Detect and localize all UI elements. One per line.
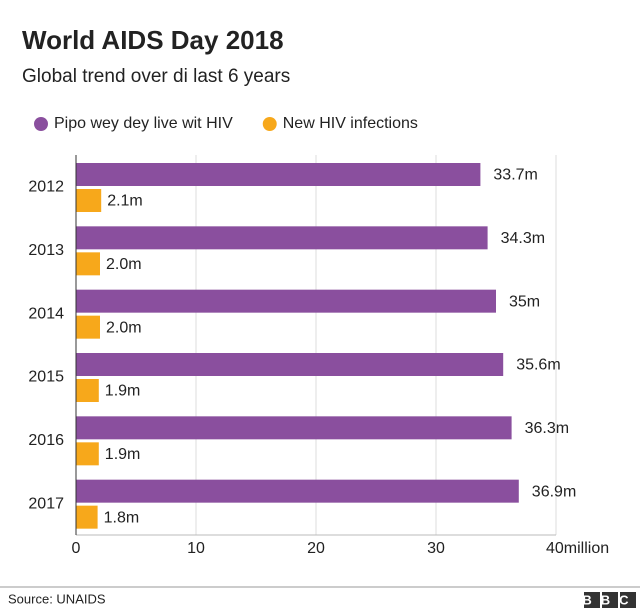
x-tick-label: 0 xyxy=(72,540,81,557)
legend-label: New HIV infections xyxy=(283,115,418,132)
x-tick-label: 20 xyxy=(307,540,325,557)
value-label: 36.9m xyxy=(532,483,576,500)
value-label: 33.7m xyxy=(493,167,537,184)
legend-swatch xyxy=(34,117,48,131)
legend-label: Pipo wey dey live wit HIV xyxy=(54,115,233,132)
y-tick-label: 2015 xyxy=(28,369,64,386)
x-tick-label: 40million xyxy=(546,540,609,557)
value-label: 1.9m xyxy=(105,446,141,463)
chart-title: World AIDS Day 2018 xyxy=(22,25,284,55)
value-label: 1.8m xyxy=(104,509,140,526)
bar xyxy=(76,315,100,339)
value-label: 1.9m xyxy=(105,383,141,400)
bar xyxy=(76,442,99,466)
value-label: 35m xyxy=(509,293,540,310)
logo-boxes xyxy=(584,592,636,608)
bar xyxy=(76,505,98,529)
value-label: 2.0m xyxy=(106,319,142,336)
bar xyxy=(76,479,519,503)
legend-swatch xyxy=(262,117,277,131)
value-label: 2.1m xyxy=(107,193,143,210)
y-tick-label: 2014 xyxy=(28,305,64,322)
bar xyxy=(76,416,512,440)
chart-subtitle: Global trend over di last 6 years xyxy=(22,66,290,87)
value-label: 34.3m xyxy=(501,230,545,247)
bar xyxy=(76,252,100,276)
source: Source: UNAIDS xyxy=(8,591,106,606)
logo: BBC xyxy=(582,592,637,607)
y-tick-label: 2017 xyxy=(28,495,64,512)
x-tick-label: 10 xyxy=(187,540,205,557)
bar xyxy=(76,163,481,186)
bar xyxy=(76,379,99,402)
bar xyxy=(76,289,496,313)
y-tick-label: 2013 xyxy=(28,242,64,259)
bar xyxy=(76,189,102,212)
value-label: 35.6m xyxy=(516,357,560,374)
x-tick-label: 30 xyxy=(427,540,445,557)
value-label: 36.3m xyxy=(525,420,569,437)
bar xyxy=(76,353,504,376)
y-tick-label: 2016 xyxy=(28,432,64,449)
bar xyxy=(76,226,488,250)
y-tick-label: 2012 xyxy=(28,179,64,196)
value-label: 2.0m xyxy=(106,256,142,273)
